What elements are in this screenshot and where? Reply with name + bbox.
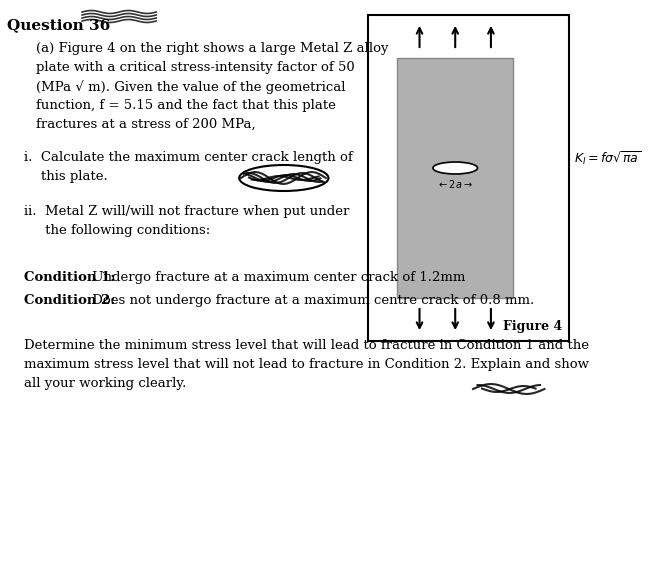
Text: Question 36: Question 36 [7,18,110,32]
Text: Condition 2:: Condition 2: [24,294,116,307]
Text: Figure 4: Figure 4 [503,320,562,333]
Text: (MPa √ m). Given the value of the geometrical: (MPa √ m). Given the value of the geomet… [36,80,345,94]
Text: i.  Calculate the maximum center crack length of: i. Calculate the maximum center crack le… [24,151,353,164]
Text: Determine the minimum stress level that will lead to fracture in Condition 1 and: Determine the minimum stress level that … [24,339,589,352]
Text: $\leftarrow 2a \rightarrow$: $\leftarrow 2a \rightarrow$ [438,178,473,190]
Text: geometrical
function: geometrical function [0,581,1,582]
Text: maximum stress level that will not lead to fracture in Condition 2. Explain and : maximum stress level that will not lead … [24,358,589,371]
Text: (a) Figure 4 on the right shows a large Metal Z alloy: (a) Figure 4 on the right shows a large … [36,42,388,55]
Text: Condition 1:: Condition 1: [24,271,116,284]
Text: fractures at a stress of 200 MPa,: fractures at a stress of 200 MPa, [36,118,256,131]
Text: Does not undergo fracture at a maximum centre crack of 0.8 mm.: Does not undergo fracture at a maximum c… [88,294,535,307]
Text: ii.  Metal Z will/will not fracture when put under: ii. Metal Z will/will not fracture when … [24,205,349,218]
Text: Undergo fracture at a maximum center crack of 1.2mm: Undergo fracture at a maximum center cra… [88,271,465,284]
Text: this plate.: this plate. [24,170,108,183]
Text: all your working clearly.: all your working clearly. [24,377,187,390]
Text: plate with a critical stress-intensity factor of 50: plate with a critical stress-intensity f… [36,61,355,74]
Ellipse shape [433,162,477,174]
Text: the following conditions:: the following conditions: [24,224,210,237]
Text: $K_I = f\sigma\sqrt{\pi a}$: $K_I = f\sigma\sqrt{\pi a}$ [574,149,641,167]
Bar [368,15,570,341]
Bar [397,58,513,298]
Text: function, f = 5.15 and the fact that this plate: function, f = 5.15 and the fact that thi… [36,99,335,112]
